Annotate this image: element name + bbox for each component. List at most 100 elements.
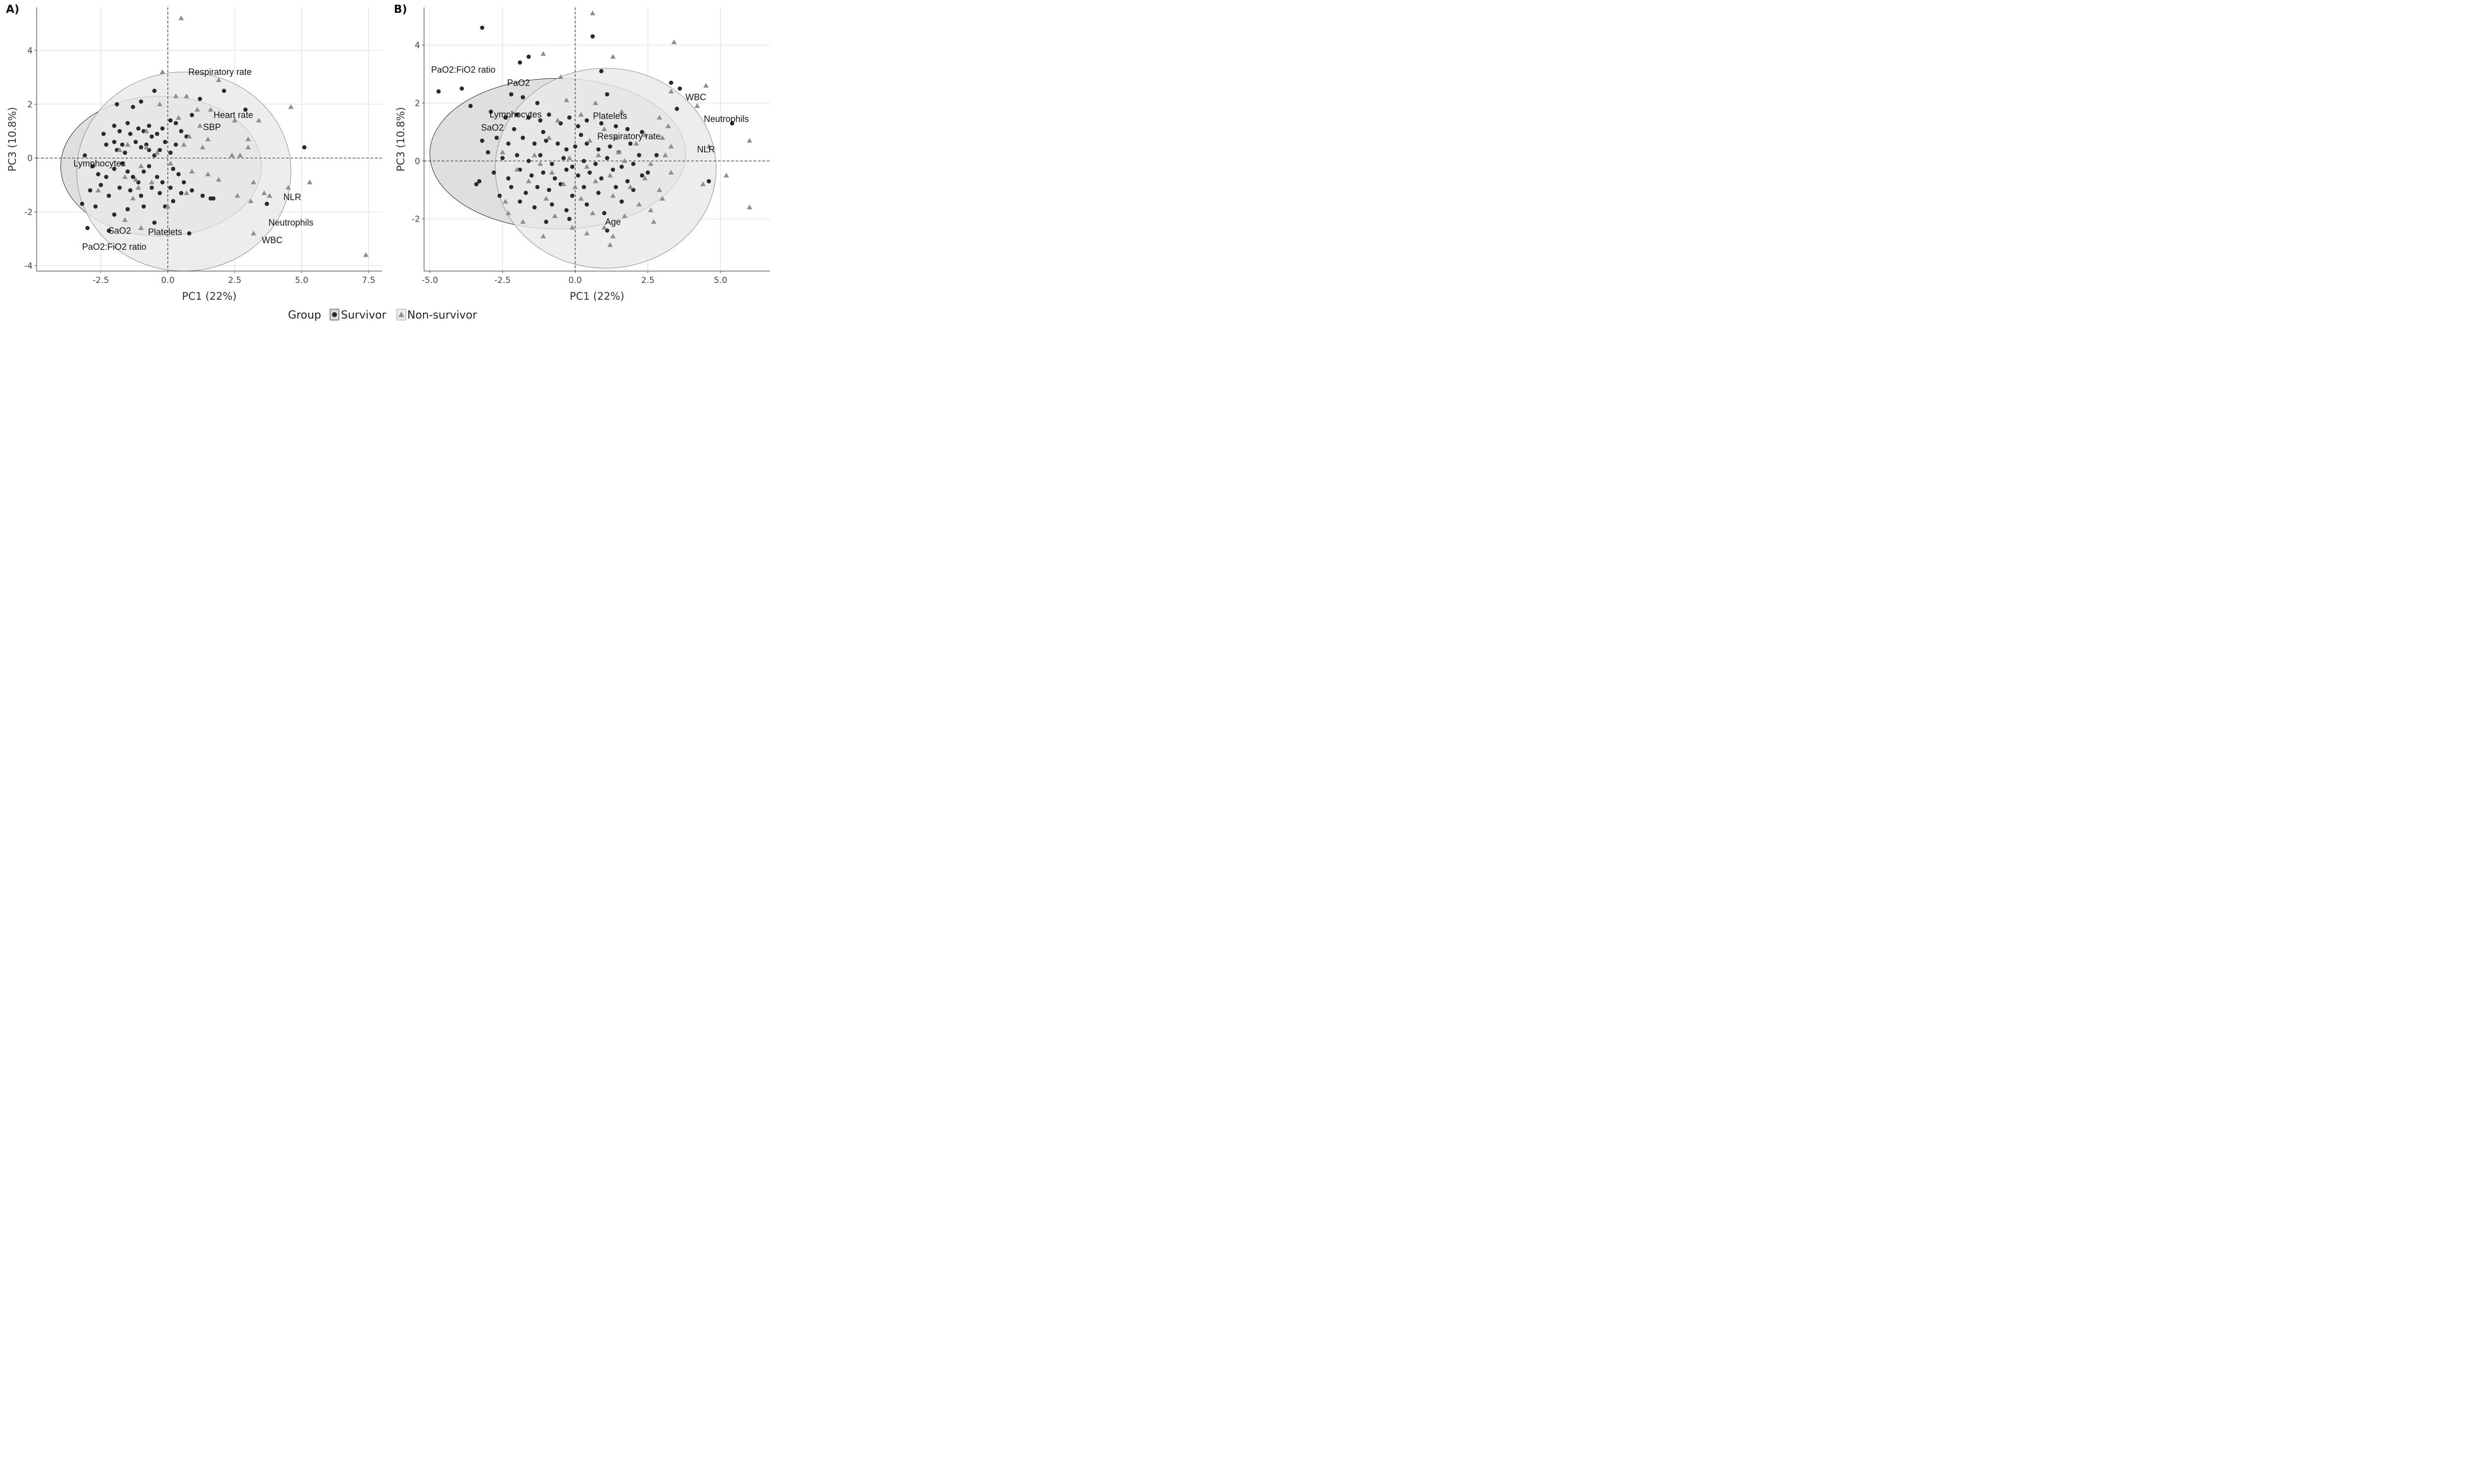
panel-a-point-survivor-67 xyxy=(93,204,98,209)
panel-b-point-non-survivor-49 xyxy=(636,201,642,207)
panel-a-point-non-survivor-47 xyxy=(363,252,369,257)
panel-a-point-survivor-24 xyxy=(112,139,117,144)
panel-a-point-non-survivor-45 xyxy=(122,217,128,222)
panel-b-point-survivor-23 xyxy=(614,124,618,129)
panel-a-point-non-survivor-39 xyxy=(235,193,240,198)
panel-a-variable-label-2: SBP xyxy=(203,122,221,132)
panel-b-point-survivor-15 xyxy=(526,115,531,120)
panel-a-point-survivor-53 xyxy=(182,180,186,185)
panel-a-point-non-survivor-19 xyxy=(199,144,205,149)
panel-b-point-survivor-44 xyxy=(637,153,641,158)
panel-b-point-survivor-85 xyxy=(584,202,589,207)
panel-b-point-non-survivor-66 xyxy=(572,184,578,189)
panel-a-point-survivor-1 xyxy=(131,104,136,109)
panel-b-point-non-survivor-3 xyxy=(610,54,616,59)
panel-b-point-survivor-43 xyxy=(628,141,633,146)
panel-b-variable-label-8: NLR xyxy=(697,144,715,154)
legend-marker-survivor xyxy=(332,312,337,317)
panel-a-y-tick-label-0: -4 xyxy=(24,261,33,271)
panel-b-point-survivor-87 xyxy=(619,199,624,204)
panel-a-point-survivor-36 xyxy=(174,142,178,147)
panel-a-point-survivor-4 xyxy=(190,113,194,117)
panel-b-point-non-survivor-52 xyxy=(552,213,558,218)
panel-a-y-axis-title: PC3 (10.8%) xyxy=(6,107,18,171)
panel-b-point-survivor-55 xyxy=(605,156,610,160)
legend-label-non-survivor: Non-survivor xyxy=(407,309,477,322)
panel-a-x-tick-label-0: -2.5 xyxy=(93,276,109,285)
panel-a-point-survivor-20 xyxy=(179,129,184,134)
legend-label-survivor: Survivor xyxy=(341,309,387,322)
panel-a-point-survivor-74 xyxy=(302,145,307,150)
panel-b-pca-plot: PaO2:FiO2 ratio PaO2 Lymphocytes SaO2 Platel… xyxy=(394,3,770,302)
panel-b-point-non-survivor-10 xyxy=(618,109,624,114)
panel-b-point-survivor-79 xyxy=(596,190,601,195)
panel-b-point-survivor-37 xyxy=(564,147,569,152)
panel-b-point-non-survivor-9 xyxy=(593,100,599,105)
panel-a-point-non-survivor-7 xyxy=(194,107,200,112)
panel-a-point-non-survivor-21 xyxy=(237,152,243,158)
panel-a-point-non-survivor-25 xyxy=(168,160,174,166)
panel-b-point-non-survivor-41 xyxy=(561,181,567,186)
panel-a-point-survivor-62 xyxy=(179,190,184,195)
panel-b-point-non-survivor-11 xyxy=(657,115,663,120)
panel-b-point-non-survivor-34 xyxy=(584,164,590,169)
panel-b-point-survivor-67 xyxy=(587,170,592,175)
panel-a-point-survivor-8 xyxy=(112,124,117,128)
panel-a-point-survivor-34 xyxy=(163,139,168,144)
panel-b-point-survivor-17 xyxy=(547,112,551,117)
panel-b-point-non-survivor-39 xyxy=(723,173,729,178)
panel-b-point-non-survivor-17 xyxy=(660,135,666,140)
panel-b-point-survivor-20 xyxy=(576,124,580,129)
panel-a-y-tick-label-1: -2 xyxy=(24,207,33,217)
panel-a-point-non-survivor-43 xyxy=(165,203,171,209)
panel-b-point-non-survivor-54 xyxy=(621,213,627,218)
panel-b-point-non-survivor-18 xyxy=(668,143,674,149)
panel-b-point-non-survivor-62 xyxy=(610,233,616,238)
panel-b-point-survivor-88 xyxy=(544,220,549,224)
panel-b-point-survivor-96 xyxy=(654,153,659,158)
panel-a-point-non-survivor-40 xyxy=(248,198,254,203)
panel-a-point-survivor-59 xyxy=(139,193,143,198)
panel-b-point-survivor-0 xyxy=(480,25,484,30)
panel-a-point-non-survivor-9 xyxy=(176,115,182,120)
panel-a-point-survivor-0 xyxy=(115,102,119,107)
panel-b-point-survivor-10 xyxy=(605,92,610,97)
panel-b-point-survivor-69 xyxy=(611,167,616,172)
panel-a-point-non-survivor-6 xyxy=(288,104,294,109)
panel-b-point-survivor-21 xyxy=(584,118,589,123)
panel-b-point-non-survivor-16 xyxy=(642,132,648,137)
panel-b-point-survivor-65 xyxy=(564,167,569,172)
panel-b-point-survivor-3 xyxy=(518,60,523,65)
panel-a-point-non-survivor-15 xyxy=(245,137,251,141)
panel-b-point-survivor-70 xyxy=(625,179,630,184)
panel-b-point-survivor-7 xyxy=(509,92,514,97)
panel-b-point-survivor-45 xyxy=(485,150,490,155)
panel-a-point-survivor-79 xyxy=(211,196,216,201)
panel-a-point-survivor-72 xyxy=(171,199,176,203)
panel-a-point-survivor-46 xyxy=(142,169,146,174)
panel-a-point-survivor-15 xyxy=(149,134,154,139)
panel-b-point-non-survivor-33 xyxy=(549,170,555,175)
panel-b-point-survivor-99 xyxy=(578,133,583,138)
panel-b-point-survivor-2 xyxy=(526,54,531,59)
panel-a-point-survivor-57 xyxy=(117,186,122,190)
panel-b-x-tick-label-2: 0.0 xyxy=(569,276,582,285)
panel-b-point-survivor-75 xyxy=(547,187,551,192)
panel-a-point-non-survivor-18 xyxy=(181,141,187,147)
panel-b-variable-label-5: Respiratory rate xyxy=(597,132,661,141)
panel-b-point-non-survivor-15 xyxy=(601,126,607,131)
panel-a-point-non-survivor-11 xyxy=(232,117,238,123)
panel-a-point-survivor-14 xyxy=(146,124,151,128)
panel-b-point-survivor-72 xyxy=(509,185,514,189)
panel-b-point-non-survivor-22 xyxy=(587,138,593,143)
panel-b-point-survivor-59 xyxy=(491,170,496,175)
panel-b-point-survivor-73 xyxy=(523,190,528,195)
panel-b-point-survivor-22 xyxy=(599,121,604,126)
panel-a-point-non-survivor-17 xyxy=(143,144,149,149)
panel-b-point-non-survivor-5 xyxy=(668,89,674,93)
panel-a-point-survivor-17 xyxy=(160,126,165,131)
panel-b-point-non-survivor-32 xyxy=(514,167,520,172)
panel-a-x-tick-label-2: 2.5 xyxy=(228,276,241,285)
panel-b-point-non-survivor-20 xyxy=(747,138,753,143)
panel-b-point-survivor-60 xyxy=(506,176,511,181)
